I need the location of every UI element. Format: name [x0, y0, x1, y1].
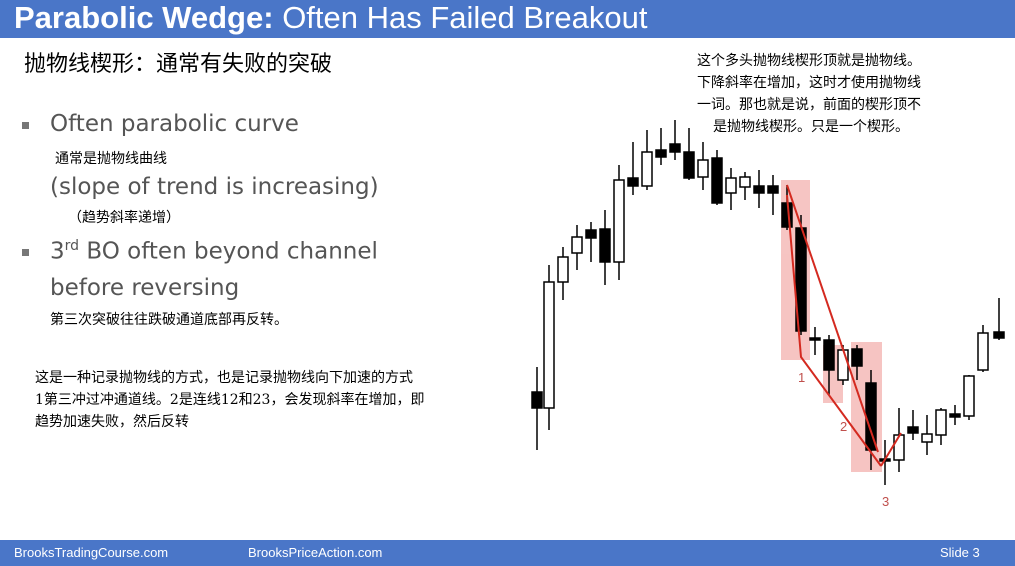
left-note: 这是一种记录抛物线的方式，也是记录抛物线向下加速的方式 1第三冲过冲通道线。2是…: [35, 367, 424, 433]
note-line: 这是一种记录抛物线的方式，也是记录抛物线向下加速的方式: [35, 370, 413, 386]
text: 3: [50, 238, 65, 265]
bullet-cn: 第三次突破往往跌破通道底部再反转。: [50, 312, 288, 328]
title-bold: Parabolic Wedge:: [14, 0, 274, 35]
candle-body: [935, 409, 947, 436]
note-line: 一词。那也就是说，前面的楔形顶不: [697, 97, 921, 113]
candle-body: [641, 151, 653, 187]
wave-label: 1: [798, 370, 805, 385]
note-line: 趋势加速失败，然后反转: [35, 414, 189, 430]
note-line: 1第三冲过冲通道线。2是连线12和23，会发现斜率在增加，即: [35, 392, 425, 408]
note-line: 是抛物线楔形。只是一个楔形。: [713, 119, 909, 135]
bullet-cn: 通常是抛物线曲线: [55, 151, 167, 167]
candle-body: [893, 434, 905, 461]
candle-body: [977, 332, 989, 371]
candle-body: [669, 143, 681, 153]
right-note: 这个多头抛物线楔形顶就是抛物线。 下降斜率在增加，这时才使用抛物线 一词。那也就…: [697, 50, 921, 138]
candle-body: [753, 185, 765, 194]
footer-middle: BrooksPriceAction.com: [248, 545, 383, 560]
bullet-cn: （趋势斜率递增）: [68, 210, 180, 226]
candle-body: [613, 179, 625, 263]
candle-body: [655, 149, 667, 158]
candle-body: [823, 339, 835, 371]
wave-label: 2: [840, 419, 847, 434]
candle-body: [921, 433, 933, 443]
candles: [531, 120, 1005, 485]
text: BO often beyond channel: [79, 238, 378, 265]
bullet-dot: [22, 122, 29, 129]
candle-body: [711, 157, 723, 204]
title: Parabolic Wedge: Often Has Failed Breako…: [14, 0, 647, 36]
wave-labels: 1 2 3: [798, 370, 889, 509]
note-line: 这个多头抛物线楔形顶就是抛物线。: [697, 53, 921, 69]
candle-body: [993, 331, 1005, 339]
superscript: rd: [64, 238, 80, 254]
wedge-lines: [786, 184, 902, 467]
candle-body: [949, 413, 961, 418]
candle-body: [837, 349, 849, 381]
header-bar: [0, 0, 1015, 38]
bullet-dot: [22, 249, 29, 256]
bullet-text: (slope of trend is increasing): [50, 174, 379, 200]
footer-bar: [0, 540, 1015, 566]
candle-body: [809, 337, 821, 341]
candle-body: [963, 375, 975, 417]
bullet-text: Often parabolic curve: [50, 111, 299, 137]
footer-right: Slide 3: [940, 545, 980, 560]
title-rest: Often Has Failed Breakout: [282, 0, 648, 35]
wave-label: 3: [882, 494, 889, 509]
candle-body: [697, 159, 709, 178]
candle-body: [585, 229, 597, 239]
candle-body: [543, 281, 555, 409]
subtitle: 抛物线楔形：通常有失败的突破: [24, 52, 333, 77]
candle-body: [571, 236, 583, 254]
candle-body: [531, 391, 543, 409]
footer-left: BrooksTradingCourse.com: [14, 545, 169, 560]
candle-body: [725, 177, 737, 194]
candle-body: [599, 228, 611, 263]
candle-body: [767, 185, 779, 194]
candle-body: [907, 426, 919, 434]
bullet-text: 3rd BO often beyond channel: [50, 238, 378, 265]
candle-body: [557, 256, 569, 283]
candle-body: [739, 176, 751, 188]
candlestick-chart: 1 2 3: [531, 120, 1005, 509]
bullet-text: before reversing: [50, 275, 240, 301]
candle-body: [851, 348, 863, 367]
note-line: 下降斜率在增加，这时才使用抛物线: [697, 75, 921, 91]
candle-body: [627, 177, 639, 187]
candle-body: [683, 151, 695, 179]
